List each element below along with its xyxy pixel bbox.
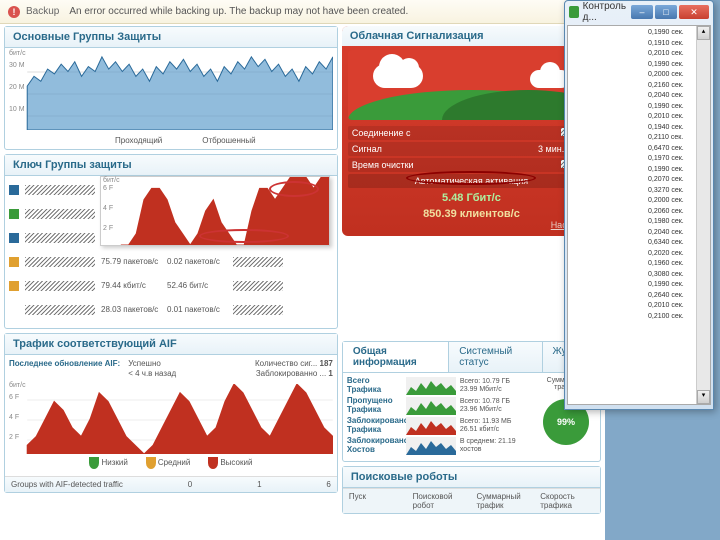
highlight-circle xyxy=(406,171,536,185)
time-value: 0,2640 сек. xyxy=(648,291,694,302)
tab-info[interactable]: Общая информация xyxy=(343,342,449,372)
scroll-up-button[interactable]: ▴ xyxy=(697,26,710,40)
cloud-clients: 850.39 клиентов/с xyxy=(348,208,595,220)
time-value: 0,2100 сек. xyxy=(648,312,694,323)
time-value: 0,1980 сек. xyxy=(648,217,694,228)
time-value: 0,2160 сек. xyxy=(648,81,694,92)
panel-title: Поисковые роботы xyxy=(343,467,600,488)
aif-chart: бит/с 6 F 4 F 2 F xyxy=(9,384,333,454)
legend-item: Средний xyxy=(146,457,191,469)
maximize-button[interactable]: □ xyxy=(655,5,677,19)
time-value: 0,1990 сек. xyxy=(648,102,694,113)
time-value: 0,2110 сек. xyxy=(648,133,694,144)
time-value: 0,1970 сек. xyxy=(648,154,694,165)
error-icon: ! xyxy=(8,6,20,18)
popup-chart: бит/с 6 F 4 F 2 F xyxy=(100,176,330,246)
groups-panel: Основные Группы Защиты бит/с 30 M 20 M 1… xyxy=(4,26,338,150)
cloud-panel-wrap: Облачная Сигнализация Соединение с Сигнал… xyxy=(342,26,601,236)
aif-footer: Groups with AIF-detected traffic 0 1 6 xyxy=(5,476,337,492)
tabs: Общая информация Системный статус Журнал xyxy=(343,342,600,373)
info-panel: Общая информация Системный статус Журнал… xyxy=(342,341,601,462)
time-value: 0,1960 сек. xyxy=(648,259,694,270)
close-button[interactable]: ✕ xyxy=(679,5,709,19)
cloud-stat: Соединение с xyxy=(348,126,595,140)
tab-status[interactable]: Системный статус xyxy=(449,342,542,372)
app-icon xyxy=(569,6,579,18)
time-value: 0,1910 сек. xyxy=(648,39,694,50)
time-value: 0,1990 сек. xyxy=(648,280,694,291)
settings-link[interactable]: Настройка xyxy=(348,220,595,230)
blue-chart: бит/с 30 M 20 M 10 M xyxy=(9,52,333,130)
cloud-stat: Сигнал3 мин. назад xyxy=(348,142,595,156)
legend-item: Низкий xyxy=(89,457,127,469)
time-value: 0,2010 сек. xyxy=(648,112,694,123)
time-value: 0,1990 сек. xyxy=(648,165,694,176)
time-value: 0,2010 сек. xyxy=(648,49,694,60)
legend-item: Высокий xyxy=(208,457,252,469)
color-swatch xyxy=(9,233,19,243)
time-value: 0,2000 сек. xyxy=(648,196,694,207)
highlight-circle xyxy=(199,229,289,243)
time-value: 0,2020 сек. xyxy=(648,249,694,260)
time-value: 0,6340 сек. xyxy=(648,238,694,249)
cloud-graphic xyxy=(348,50,595,120)
panel-title: Трафик соответствующий AIF xyxy=(5,334,337,355)
key-panel: Ключ Группы защиты бит/с 6 F 4 F 2 F 109… xyxy=(4,154,338,329)
color-swatch xyxy=(9,281,19,291)
time-value: 0,6470 сек. xyxy=(648,144,694,155)
robots-panel: Поисковые роботы Пуск Поисковой робот Су… xyxy=(342,466,601,514)
info-row: Заблокировано ТрафикаВсего: 11.93 МБ26.5… xyxy=(347,417,528,435)
info-row: Всего ТрафикаВсего: 10.79 ГБ23.99 Мбит/с xyxy=(347,377,528,395)
alert-message: An error occurred while backing up. The … xyxy=(69,6,408,17)
highlight-circle xyxy=(269,181,319,197)
info-row: Заблокировано ХостовВ среднем: 21.19хост… xyxy=(347,437,528,455)
aif-panel: Трафик соответствующий AIF Последнее обн… xyxy=(4,333,338,493)
panel-title: Ключ Группы защиты xyxy=(5,155,337,176)
time-column: 0,1990 сек.0,1910 сек.0,2010 сек.0,1990 … xyxy=(648,26,696,404)
time-value: 0,1990 сек. xyxy=(648,28,694,39)
color-swatch xyxy=(9,257,19,267)
time-value: 0,2000 сек. xyxy=(648,70,694,81)
cloud-stat: Время очистки xyxy=(348,158,595,172)
alert-label: Backup xyxy=(26,6,59,17)
time-value: 0,3080 сек. xyxy=(648,270,694,281)
color-swatch xyxy=(9,185,19,195)
time-value: 0,3270 сек. xyxy=(648,186,694,197)
time-value: 0,1940 сек. xyxy=(648,123,694,134)
cloud-bandwidth: 5.48 Гбит/с xyxy=(348,192,595,204)
panel-title: Облачная Сигнализация xyxy=(342,26,601,46)
time-value: 0,2010 сек. xyxy=(648,301,694,312)
key-row: 75.79 пакетов/с0.02 пакетов/с xyxy=(9,252,333,272)
time-value: 0,2070 сек. xyxy=(648,175,694,186)
scroll-down-button[interactable]: ▾ xyxy=(697,390,710,404)
minimize-button[interactable]: – xyxy=(631,5,653,19)
window-title: Контроль д... xyxy=(583,1,631,23)
scrollbar[interactable]: ▴ ▾ xyxy=(696,26,710,404)
key-row: 28.03 пакетов/с0.01 пакетов/с xyxy=(9,300,333,320)
time-value: 0,1990 сек. xyxy=(648,60,694,71)
info-row: Пропущено ТрафикаВсего: 10.78 ГБ23.96 Мб… xyxy=(347,397,528,415)
time-value: 0,2060 сек. xyxy=(648,207,694,218)
log-list xyxy=(568,26,648,404)
alert-bar: ! Backup An error occurred while backing… xyxy=(0,0,605,24)
titlebar[interactable]: Контроль д... – □ ✕ xyxy=(565,1,713,23)
color-swatch xyxy=(9,209,19,219)
control-window: Контроль д... – □ ✕ 0,1990 сек.0,1910 се… xyxy=(564,0,714,410)
time-value: 0,2040 сек. xyxy=(648,91,694,102)
time-value: 0,2040 сек. xyxy=(648,228,694,239)
panel-title: Основные Группы Защиты xyxy=(5,27,337,48)
key-row: 79.44 кбит/с52.46 бит/с xyxy=(9,276,333,296)
